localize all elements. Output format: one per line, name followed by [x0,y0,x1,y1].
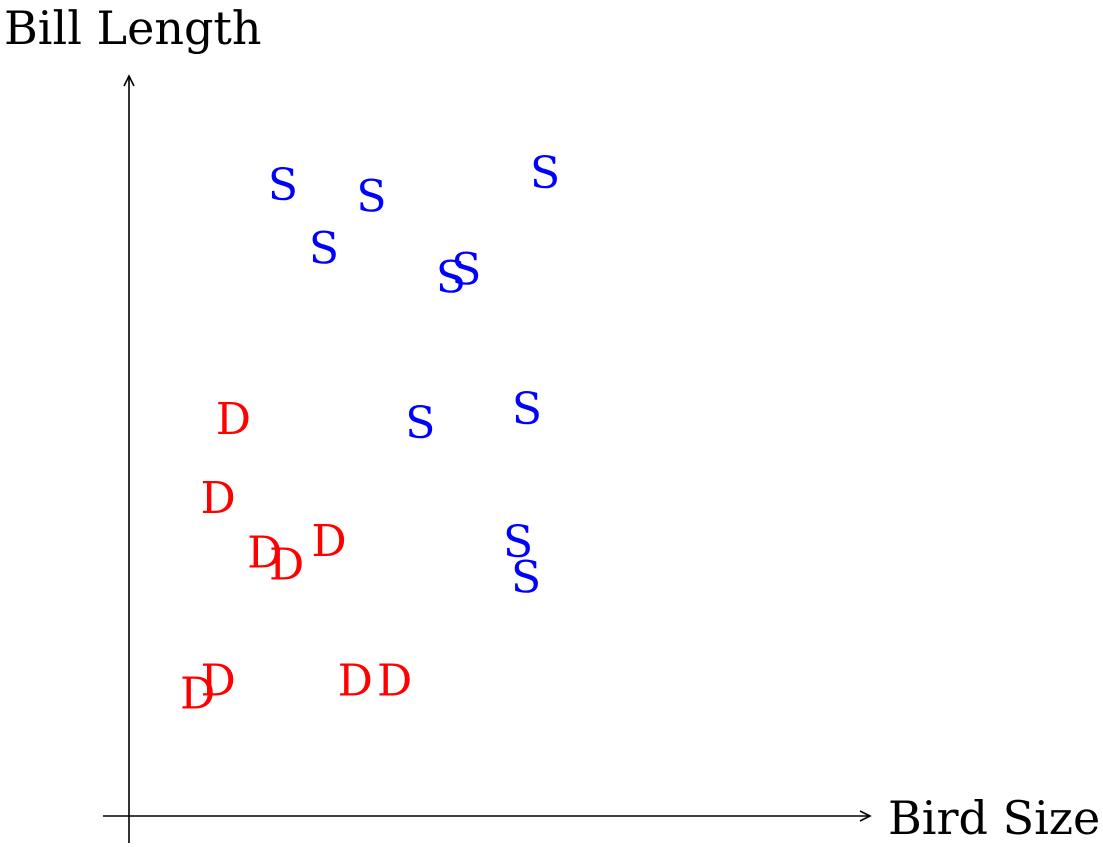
point-d-4: D [311,516,346,567]
point-s-4: S [436,253,466,304]
point-s-2: S [309,223,339,274]
point-s-8: S [503,517,533,568]
point-d-0: D [216,394,251,445]
point-d-2: D [247,528,282,579]
point-s-7: S [512,384,542,435]
point-d-8: D [377,656,412,707]
point-s-5: S [530,148,560,199]
point-d-6: D [200,656,235,707]
point-s-3: S [451,245,481,296]
point-s-0: S [268,160,298,211]
y-axis-label: Bill Length [4,1,262,55]
point-d-1: D [200,473,235,524]
point-d-5: D [180,669,215,720]
x-axis-label: Bird Size [888,791,1100,845]
point-s-9: S [511,553,541,604]
point-d-3: D [269,539,304,590]
point-s-1: S [356,172,386,223]
point-s-6: S [405,398,435,449]
point-d-7: D [338,656,373,707]
